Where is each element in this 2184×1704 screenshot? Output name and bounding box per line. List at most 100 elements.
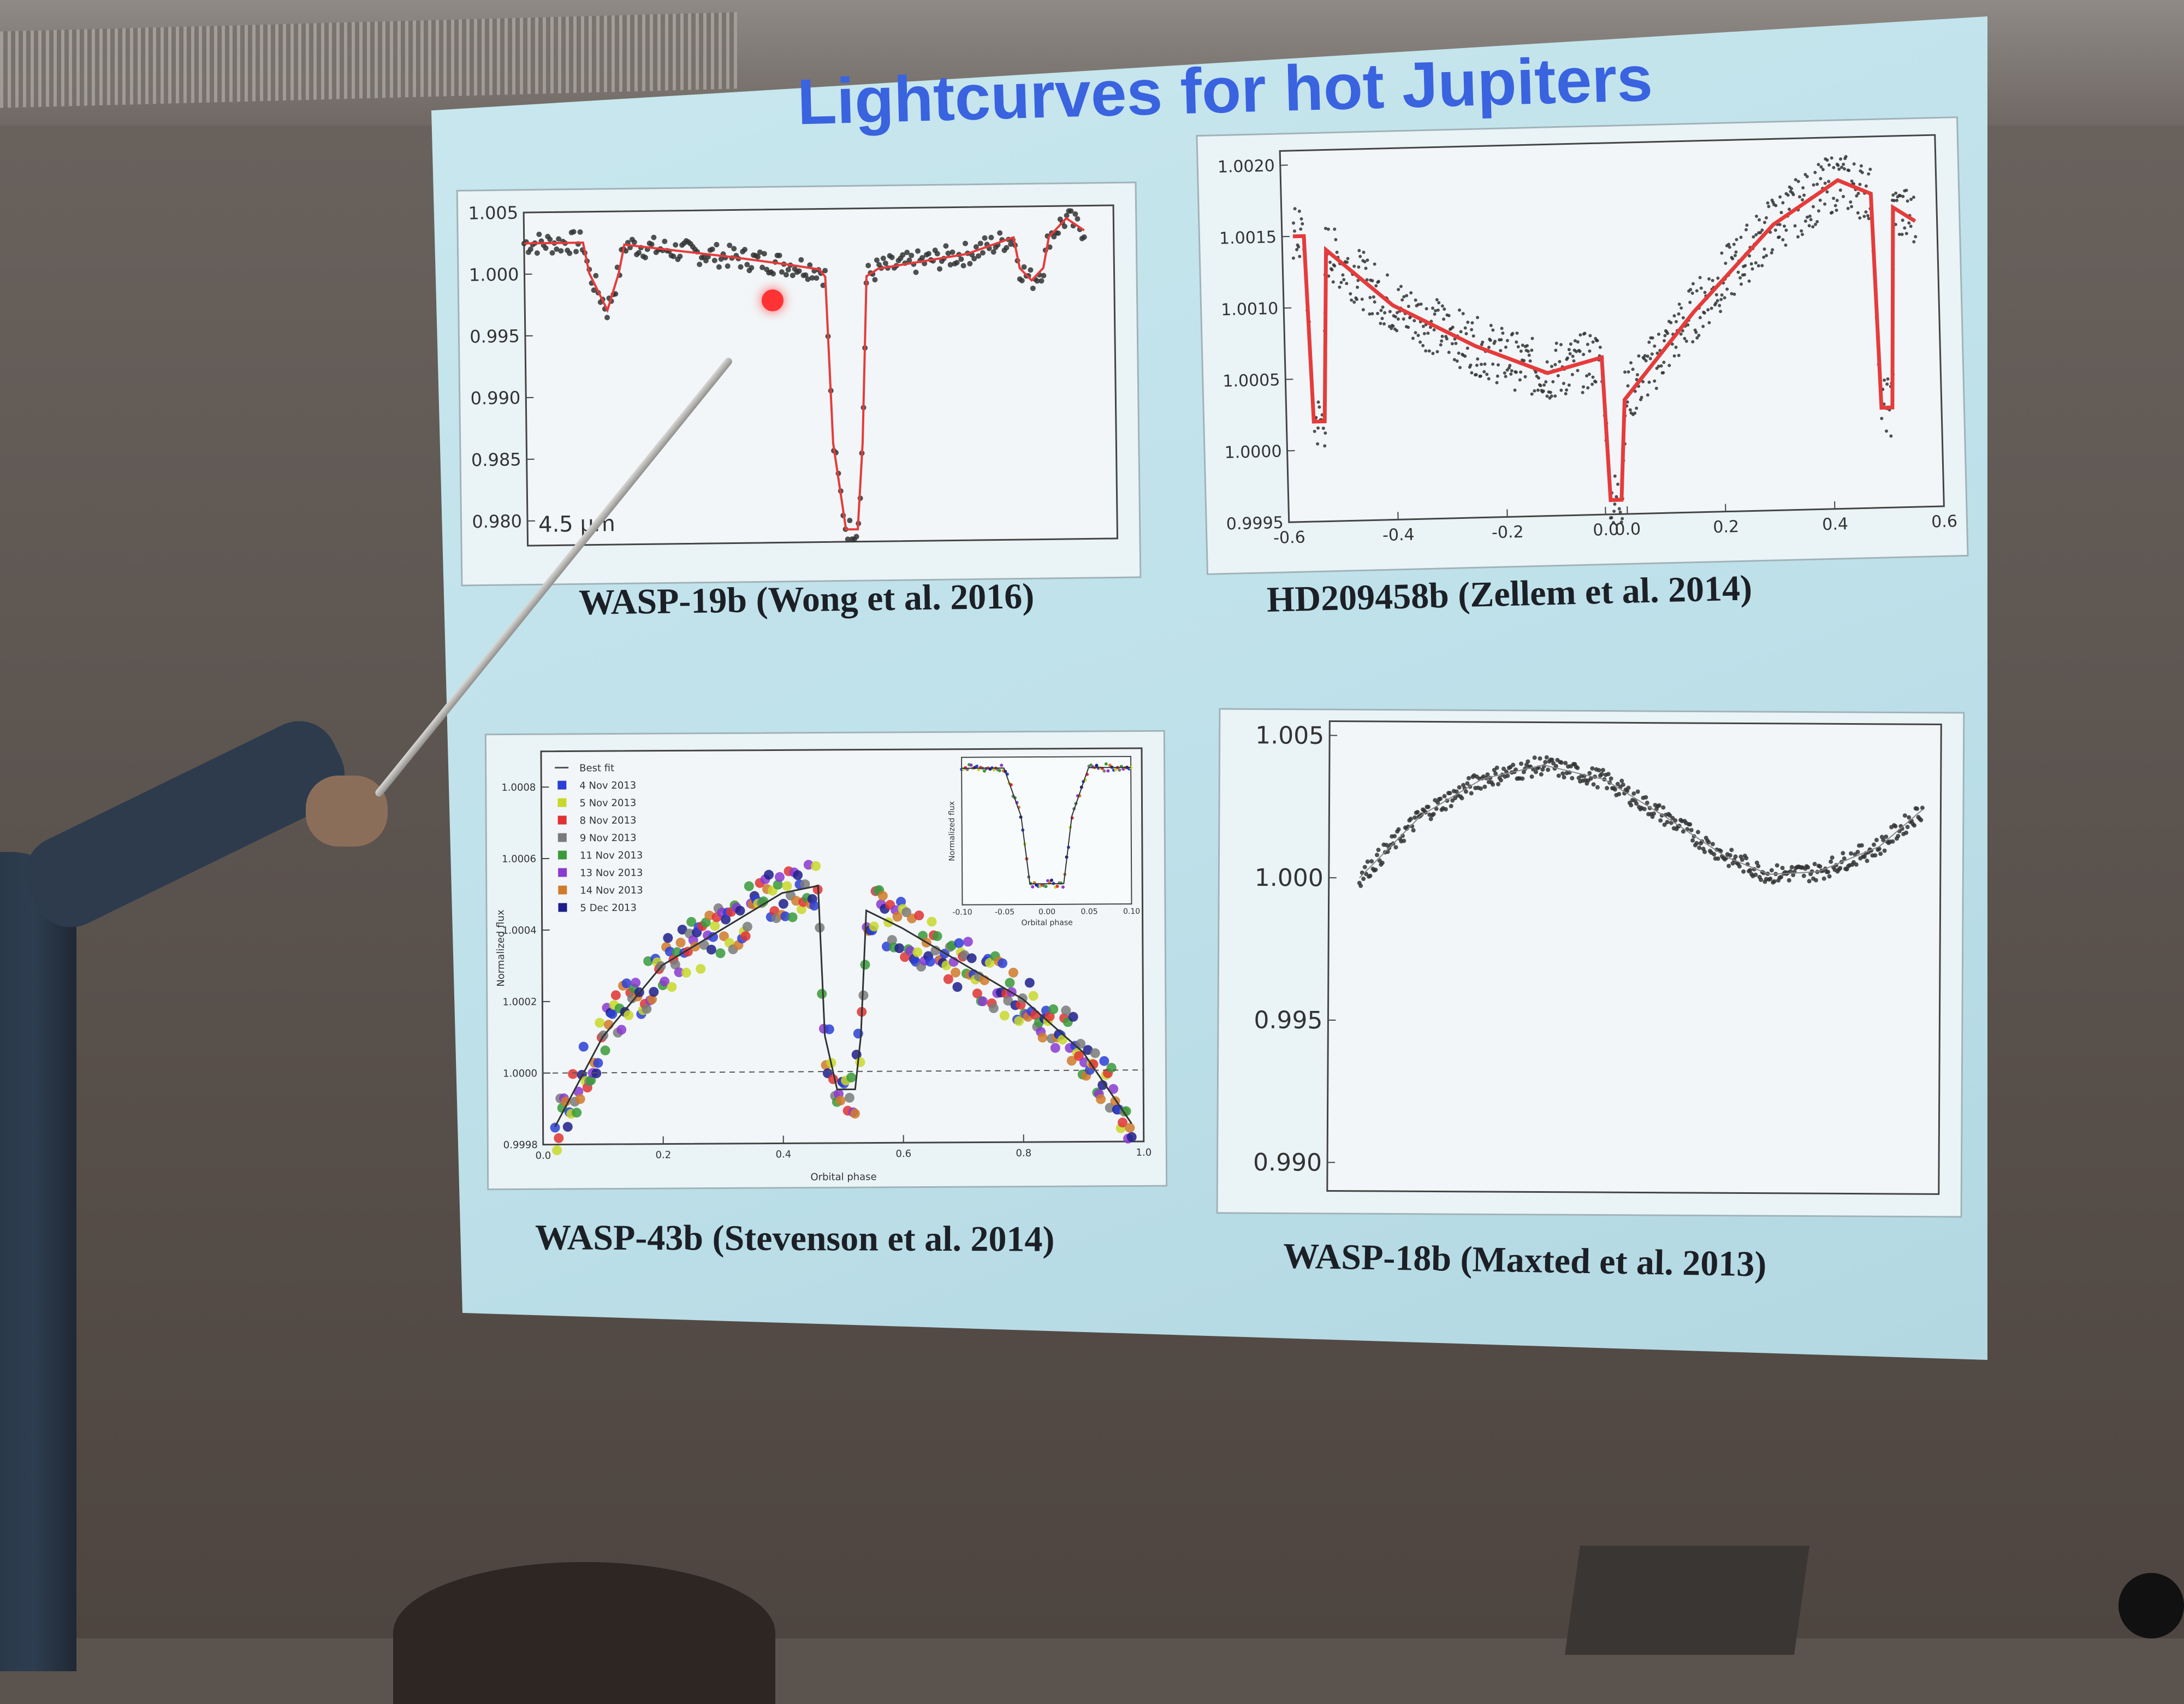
data-point [1690, 838, 1695, 843]
data-point [1855, 850, 1860, 854]
data-point [954, 938, 964, 948]
data-point [1519, 761, 1523, 766]
data-point [914, 910, 924, 920]
data-point [1838, 866, 1842, 870]
inset-data-point [975, 765, 978, 768]
data-point [1772, 879, 1777, 884]
legend-label: 9 Nov 2013 [580, 832, 637, 844]
x-tick-label: -0.6 [1273, 528, 1305, 548]
data-point [1397, 827, 1401, 832]
data-point [642, 1004, 651, 1014]
data-point [1652, 812, 1656, 816]
data-point [1457, 785, 1462, 790]
data-point [1810, 869, 1814, 874]
data-point [817, 989, 827, 999]
data-point [1878, 851, 1883, 856]
data-point [1520, 777, 1524, 781]
data-point [978, 996, 988, 1006]
data-point [649, 987, 658, 997]
data-point [1539, 772, 1544, 777]
data-point [1657, 803, 1661, 808]
data-point [1814, 878, 1818, 883]
data-point [1125, 1123, 1135, 1133]
inset-x-tick-label: -0.05 [995, 908, 1014, 916]
data-point [1575, 766, 1580, 770]
data-point [1813, 862, 1817, 866]
data-point [1107, 1063, 1117, 1073]
data-point [1872, 843, 1876, 847]
data-point [835, 1096, 845, 1105]
data-point [1005, 978, 1014, 987]
y-tick-label: 0.990 [470, 387, 520, 409]
data-point [1526, 759, 1530, 764]
x-tick-label: 0.4 [775, 1149, 791, 1160]
data-point [1894, 824, 1898, 829]
data-point [1613, 787, 1617, 791]
data-point [1740, 857, 1744, 862]
data-point [1000, 1011, 1010, 1021]
legend-label: 8 Nov 2013 [580, 815, 637, 827]
data-point [696, 964, 705, 974]
data-point [1826, 870, 1830, 874]
data-point [1505, 773, 1510, 778]
data-point [735, 906, 745, 915]
data-point [667, 982, 676, 992]
inset-data-point [1031, 885, 1034, 889]
data-point [1712, 852, 1716, 856]
data-point [998, 958, 1007, 968]
y-tick-label: 1.0015 [1219, 228, 1277, 248]
data-point [1562, 775, 1566, 779]
data-point [1737, 864, 1742, 868]
data-point [741, 931, 751, 941]
x-tick-label: 0.8 [1016, 1147, 1031, 1159]
data-point [1601, 768, 1605, 772]
data-point [1665, 820, 1669, 824]
data-point [927, 917, 936, 927]
data-point [1491, 782, 1495, 786]
data-point [1854, 862, 1859, 867]
inset-data-point [998, 769, 1001, 772]
y-tick-label: 1.0020 [1217, 156, 1275, 177]
data-point [1906, 825, 1910, 829]
legend-label: 14 Nov 2013 [580, 885, 643, 897]
data-point [1830, 855, 1835, 860]
data-point [1694, 841, 1699, 845]
y-tick-label: 1.005 [1255, 721, 1324, 750]
data-point [1048, 1004, 1058, 1014]
data-point [793, 870, 803, 880]
data-point [710, 921, 720, 931]
data-point [952, 982, 962, 992]
data-point [1697, 845, 1701, 850]
data-point [572, 1108, 581, 1117]
data-point [1621, 783, 1625, 787]
legend-swatch [558, 833, 567, 842]
data-point [663, 933, 673, 943]
legend-swatch [557, 780, 566, 789]
legend-swatch [558, 885, 567, 894]
y-tick-label: 1.000 [1255, 864, 1324, 892]
data-point [1373, 868, 1378, 872]
legend-label: 4 Nov 2013 [579, 780, 636, 792]
data-point [1873, 853, 1877, 857]
data-point [1479, 786, 1483, 791]
data-point [1127, 1132, 1137, 1142]
data-point [1629, 803, 1633, 807]
data-point [1661, 805, 1665, 809]
data-point [1818, 864, 1822, 868]
y-tick-label: 0.9998 [503, 1139, 538, 1151]
data-point [616, 1025, 626, 1034]
data-point [1642, 807, 1647, 811]
camera-lens [2118, 1573, 2184, 1638]
data-point [963, 937, 973, 946]
data-point [1008, 968, 1018, 978]
data-point [1781, 866, 1785, 870]
data-point [568, 1069, 578, 1079]
data-point [1380, 861, 1385, 865]
data-point [1689, 828, 1694, 832]
data-point [967, 953, 977, 963]
inset-data-point [1118, 768, 1121, 772]
data-point [1469, 791, 1474, 795]
legend-swatch [558, 815, 567, 824]
